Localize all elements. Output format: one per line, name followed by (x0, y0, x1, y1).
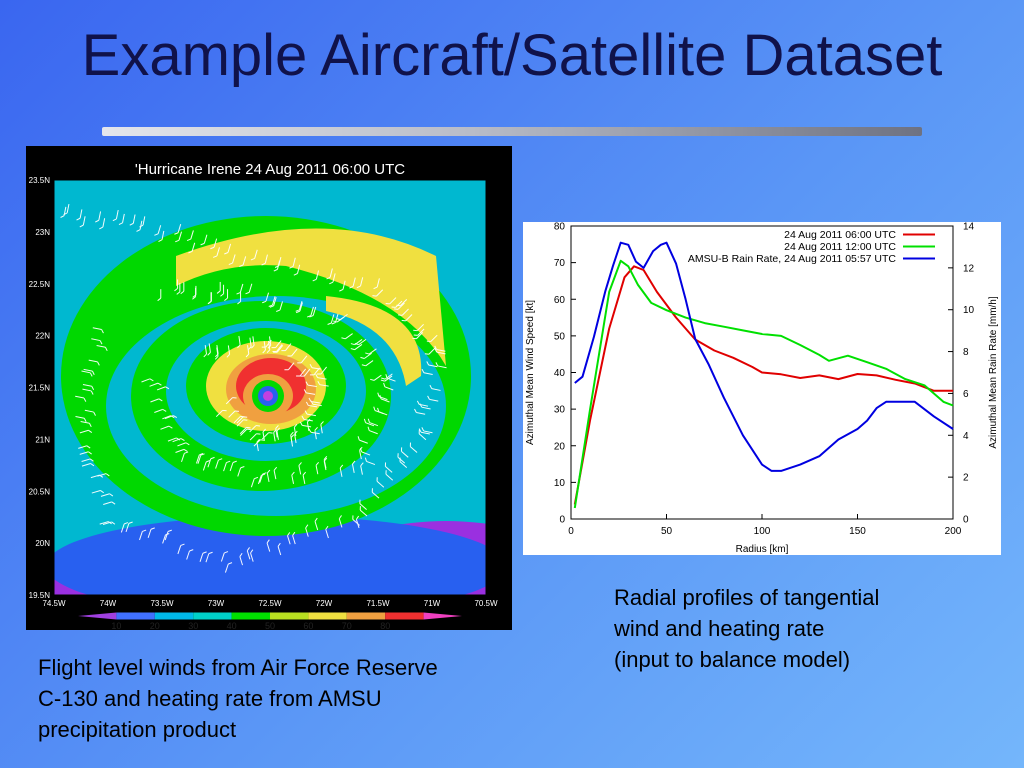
y2-tick-label: 4 (963, 431, 969, 442)
y2-tick-label: 2 (963, 473, 969, 484)
colorbar-label: 20 (150, 621, 160, 630)
colorbar-label: 50 (265, 621, 275, 630)
caption-left-line-3: precipitation product (38, 717, 237, 742)
lon-label: 73W (208, 599, 225, 608)
colorbar-label: 40 (227, 621, 237, 630)
colorbar-segment (116, 612, 155, 620)
y-tick-label: 0 (559, 515, 565, 526)
lat-label: 22.5N (29, 280, 51, 289)
y2-tick-label: 10 (963, 305, 975, 316)
lon-label: 70.5W (474, 599, 498, 608)
lat-label: 22N (35, 332, 50, 341)
legend-label: AMSU-B Rain Rate, 24 Aug 2011 05:57 UTC (688, 253, 897, 265)
lon-label: 71W (424, 599, 441, 608)
lon-label: 72.5W (258, 599, 282, 608)
map-latitude-labels: 23.5N 23N 22.5N 22N 21.5N 21N 20.5N 20N 19.5N (29, 176, 51, 600)
lat-label: 20N (35, 539, 50, 548)
caption-flight-level-winds: Flight level winds from Air Force Reserv… (38, 652, 518, 745)
y-tick-label: 80 (554, 222, 566, 233)
legend-label: 24 Aug 2011 06:00 UTC (784, 229, 896, 241)
x-axis-label: Radius [km] (736, 544, 789, 555)
map-title: 'Hurricane Irene 24 Aug 2011 06:00 UTC (135, 161, 405, 178)
x-tick-label: 200 (945, 526, 962, 537)
y-tick-label: 10 (554, 478, 566, 489)
series-line-1 (573, 265, 953, 505)
caption-left-line-2: C-130 and heating rate from AMSU (38, 686, 382, 711)
caption-radial-profiles: Radial profiles of tangential wind and h… (614, 582, 974, 675)
y-tick-label: 30 (554, 405, 566, 416)
colorbar-label: 30 (188, 621, 198, 630)
caption-right-line-1: Radial profiles of tangential (614, 585, 880, 610)
y-axis-label: Azimuthal Mean Wind Speed [kt] (525, 300, 536, 445)
lon-label: 71.5W (366, 599, 390, 608)
colorbar-segment (78, 612, 117, 620)
lat-label: 20.5N (29, 487, 51, 496)
hurricane-map-figure: 'Hurricane Irene 24 Aug 2011 06:00 UTC 2… (26, 146, 512, 631)
colorbar-label: 60 (303, 621, 313, 630)
map-contour-fields (54, 203, 486, 595)
title-divider (102, 127, 922, 136)
lon-label: 73.5W (150, 599, 174, 608)
hurricane-map-svg: 'Hurricane Irene 24 Aug 2011 06:00 UTC 2… (29, 161, 498, 631)
colorbar-label: 10 (111, 621, 121, 630)
y2-tick-label: 12 (963, 263, 975, 274)
series-line-3 (574, 241, 954, 472)
lon-label: 74.5W (42, 599, 66, 608)
y-tick-label: 70 (554, 258, 566, 269)
y2-tick-label: 0 (963, 515, 969, 526)
lat-label: 21.5N (29, 384, 51, 393)
lon-label: 72W (316, 599, 333, 608)
colorbar-label: 80 (380, 621, 390, 630)
colorbar-segment (308, 612, 347, 620)
y-tick-label: 40 (554, 368, 566, 379)
caption-right-line-3: (input to balance model) (614, 647, 851, 672)
colorbar-segment (154, 612, 194, 620)
colorbar-segment (346, 612, 386, 620)
colorbar-label: 70 (342, 621, 352, 630)
caption-left-line-1: Flight level winds from Air Force Reserv… (38, 655, 438, 680)
x-tick-label: 0 (568, 526, 574, 537)
colorbar-segment (385, 612, 424, 620)
y2-tick-label: 6 (963, 389, 969, 400)
series-line-2 (573, 259, 954, 509)
y2-tick-label: 14 (963, 222, 975, 233)
lat-label: 23N (35, 228, 50, 237)
map-colorbar: 10 20 30 40 50 60 70 80 (78, 612, 462, 631)
radial-profile-svg: 0 10 20 30 40 50 60 70 80 0 2 4 6 8 10 12 14 0 50 100 150 200… (525, 222, 999, 556)
colorbar-segment (270, 612, 309, 620)
y2-axis-label: Azimuthal Mean Rain Rate [mm/h] (988, 296, 999, 449)
lat-label: 19.5N (29, 591, 51, 600)
legend-label: 24 Aug 2011 12:00 UTC (784, 241, 896, 253)
lon-label: 74W (100, 599, 117, 608)
map-longitude-labels: 74.5W 74W 73.5W 73W 72.5W 72W 71.5W 71W 70.5W (42, 599, 498, 608)
x-tick-label: 100 (754, 526, 771, 537)
y-tick-label: 60 (554, 295, 566, 306)
lat-label: 23.5N (29, 176, 51, 185)
y-tick-label: 20 (554, 441, 566, 452)
slide-title: Example Aircraft/Satellite Dataset (81, 23, 943, 88)
lat-label: 21N (35, 435, 50, 444)
x-tick-label: 150 (849, 526, 866, 537)
colorbar-segment (423, 612, 462, 620)
colorbar-segment (231, 612, 270, 620)
radial-profile-chart: 0 10 20 30 40 50 60 70 80 0 2 4 6 8 10 12 14 0 50 100 150 200… (523, 222, 1001, 555)
colorbar-segment (193, 612, 232, 620)
y2-tick-label: 8 (963, 347, 969, 358)
caption-right-line-2: wind and heating rate (614, 616, 825, 641)
y-tick-label: 50 (554, 331, 566, 342)
x-tick-label: 50 (661, 526, 673, 537)
